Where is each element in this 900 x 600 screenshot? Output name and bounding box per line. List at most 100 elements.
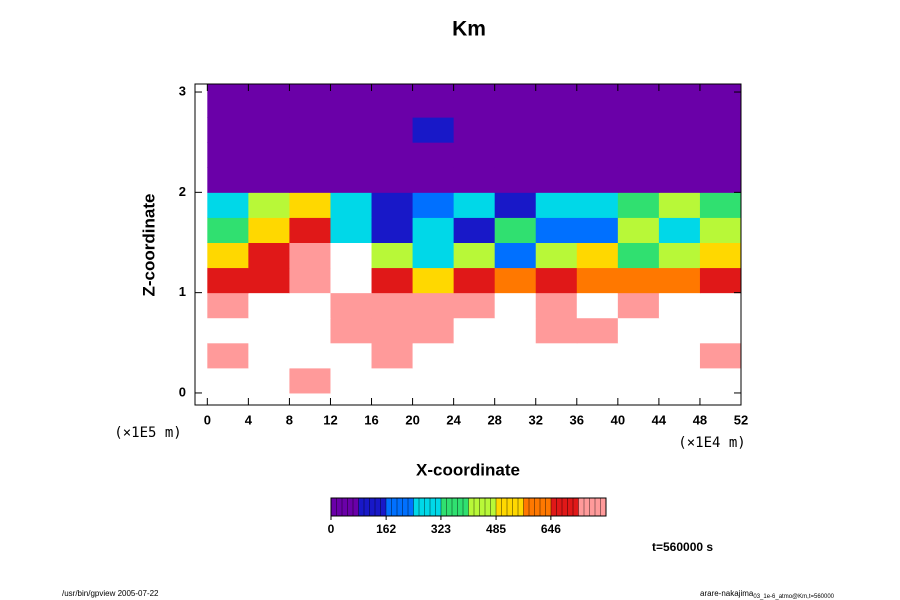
colorbar-swatch bbox=[474, 498, 480, 516]
colorbar-swatch bbox=[358, 498, 365, 516]
heatmap-cell bbox=[494, 167, 537, 193]
heatmap-cell bbox=[617, 242, 660, 269]
heatmap-cell bbox=[453, 84, 496, 118]
heatmap-cell bbox=[617, 217, 660, 243]
heatmap-cell bbox=[576, 292, 619, 319]
heatmap-cell bbox=[494, 342, 537, 369]
heatmap-cell bbox=[412, 142, 455, 168]
heatmap-cell bbox=[576, 192, 619, 218]
heatmap-cell bbox=[699, 242, 742, 269]
heatmap-cell bbox=[289, 217, 331, 243]
heatmap-cell bbox=[658, 342, 701, 369]
colorbar-swatch bbox=[600, 498, 607, 516]
colorbar-swatch bbox=[589, 498, 596, 516]
colorbar-swatch bbox=[595, 498, 601, 516]
heatmap-cell bbox=[412, 192, 455, 218]
colorbar-swatch bbox=[364, 498, 370, 516]
colorbar-tick-label: 646 bbox=[541, 522, 561, 536]
heatmap-cell bbox=[535, 317, 578, 344]
colorbar-swatch bbox=[529, 498, 535, 516]
colorbar-swatch bbox=[413, 498, 420, 516]
heatmap-cell bbox=[207, 317, 249, 344]
heatmap-cell bbox=[494, 242, 537, 269]
heatmap-cell bbox=[289, 84, 331, 118]
heatmap-cell bbox=[371, 142, 414, 168]
x-tick-label: 40 bbox=[611, 412, 625, 427]
heatmap-cell bbox=[576, 217, 619, 243]
heatmap-cell bbox=[289, 367, 331, 394]
heatmap-cell bbox=[248, 267, 290, 294]
heatmap-cell bbox=[371, 292, 414, 319]
heatmap-cell bbox=[289, 192, 331, 218]
heatmap-cell bbox=[494, 84, 537, 118]
heatmap-cell bbox=[248, 242, 290, 269]
colorbar-swatch bbox=[386, 498, 392, 516]
x-tick-label: 4 bbox=[245, 412, 253, 427]
colorbar-swatch bbox=[419, 498, 425, 516]
colorbar-swatch bbox=[545, 498, 552, 516]
colorbar-swatch bbox=[331, 498, 337, 516]
heatmap-cell bbox=[535, 84, 578, 118]
colorbar-swatch bbox=[397, 498, 403, 516]
heatmap-cell bbox=[658, 117, 701, 143]
heatmap-cell bbox=[576, 167, 619, 193]
footer-right-main: arare-nakajima bbox=[700, 589, 754, 598]
heatmap-cell bbox=[412, 242, 455, 269]
heatmap-cell bbox=[617, 317, 660, 344]
heatmap-cell bbox=[617, 117, 660, 143]
heatmap-cell bbox=[289, 242, 331, 269]
heatmap-cell bbox=[330, 192, 373, 218]
colorbar-swatch bbox=[402, 498, 409, 516]
colorbar-swatch bbox=[435, 498, 442, 516]
heatmap-cell bbox=[371, 342, 414, 369]
colorbar-tick-label: 0 bbox=[328, 522, 335, 536]
heatmap-cell bbox=[248, 317, 290, 344]
heatmap-cell bbox=[494, 292, 537, 319]
x-tick-label: 12 bbox=[323, 412, 337, 427]
heatmap-cell bbox=[576, 317, 619, 344]
heatmap-cell bbox=[371, 84, 414, 118]
plot-frame bbox=[194, 83, 742, 406]
heatmap-cell bbox=[207, 342, 249, 369]
heatmap-cell bbox=[617, 167, 660, 193]
heatmap-cell bbox=[658, 142, 701, 168]
heatmap-cell bbox=[494, 117, 537, 143]
heatmap-cell bbox=[658, 292, 701, 319]
heatmap-cell bbox=[453, 292, 496, 319]
y-unit: (×1E5 m) bbox=[114, 425, 181, 441]
colorbar-swatch bbox=[490, 498, 497, 516]
heatmap-cell bbox=[576, 242, 619, 269]
colorbar-tick-label: 323 bbox=[431, 522, 451, 536]
colorbar-swatch bbox=[353, 498, 359, 516]
colorbar-swatch bbox=[562, 498, 568, 516]
heatmap-cell bbox=[207, 192, 249, 218]
heatmap-cell bbox=[207, 217, 249, 243]
colorbar-swatch bbox=[479, 498, 486, 516]
heatmap-cell bbox=[494, 192, 537, 218]
heatmap-cell bbox=[248, 142, 290, 168]
heatmap-cell bbox=[535, 367, 578, 394]
heatmap-cell bbox=[412, 342, 455, 369]
heatmap-cell bbox=[412, 84, 455, 118]
colorbar-frame bbox=[330, 497, 607, 517]
heatmap-cell bbox=[453, 342, 496, 369]
heatmap-cell bbox=[371, 217, 414, 243]
heatmap-cell bbox=[248, 117, 290, 143]
heatmap-cell bbox=[453, 267, 496, 294]
heatmap-cell bbox=[699, 342, 742, 369]
colorbar-swatch bbox=[523, 498, 530, 516]
colorbar-swatch bbox=[507, 498, 513, 516]
heatmap-cell bbox=[453, 317, 496, 344]
heatmap-cell bbox=[330, 142, 373, 168]
colorbar-swatch bbox=[534, 498, 541, 516]
heatmap-cell bbox=[207, 242, 249, 269]
heatmap-cell bbox=[330, 267, 373, 294]
heatmap-cell bbox=[658, 317, 701, 344]
y-tick-label: 3 bbox=[179, 83, 186, 98]
heatmap-cell bbox=[207, 117, 249, 143]
heatmap-cell bbox=[699, 84, 742, 118]
heatmap-cell bbox=[494, 317, 537, 344]
heatmap-cell bbox=[207, 367, 249, 394]
heatmap-cell bbox=[371, 167, 414, 193]
heatmap-cell bbox=[289, 167, 331, 193]
